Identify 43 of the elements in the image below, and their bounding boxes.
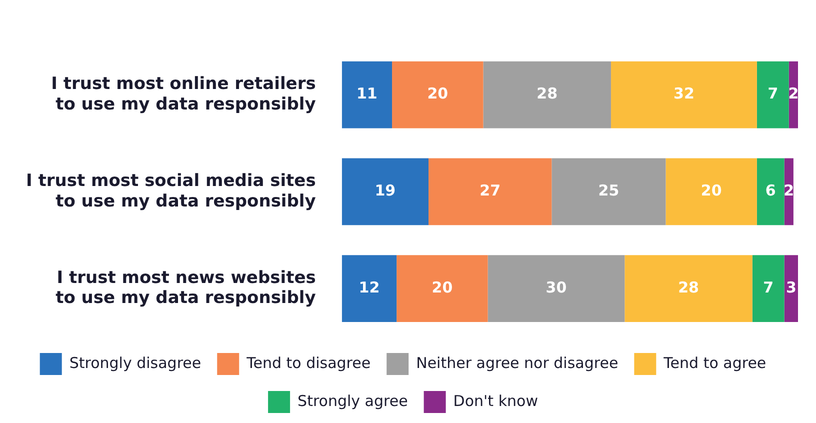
bar (428, 158, 552, 226)
bar (488, 255, 625, 322)
data-label: 32 (674, 84, 694, 103)
data-label: 20 (432, 278, 453, 296)
data-label: 7 (768, 84, 778, 103)
data-label: 19 (374, 182, 396, 200)
y-tick-label: I trust most online retailers to use my data responsibly (51, 74, 316, 114)
bar (392, 61, 484, 128)
bar (483, 61, 611, 128)
bar (756, 158, 784, 226)
legend-label: Strongly agree (298, 392, 408, 410)
legend-label: Don't know (453, 392, 538, 410)
data-label: 28 (536, 84, 558, 103)
y-tick-label: I trust most news websites to use my data responsibly (56, 268, 316, 308)
bar (666, 158, 757, 226)
data-label: 2 (788, 84, 799, 103)
bar (752, 255, 784, 322)
data-label: 7 (763, 278, 774, 296)
data-label: 28 (678, 278, 699, 296)
data-label: 30 (546, 278, 567, 296)
bar (342, 61, 392, 128)
y-tick-label: I trust most social media sites to use my data responsibly (26, 170, 316, 212)
bar (552, 158, 666, 226)
bar (784, 255, 798, 322)
legend-label: Tend to agree (662, 354, 766, 372)
data-label: 25 (598, 182, 620, 200)
bar (342, 255, 397, 322)
legend-label: Neither agree nor disagree (416, 354, 618, 372)
data-label: 20 (700, 182, 722, 200)
bar (624, 255, 752, 322)
legend-label: Tend to disagree (246, 354, 371, 372)
data-label: 11 (356, 84, 378, 103)
bar (756, 61, 789, 128)
data-label: 3 (786, 278, 796, 296)
bar (610, 61, 757, 128)
data-label: 27 (480, 182, 501, 200)
bar (342, 158, 429, 226)
bar (396, 255, 488, 322)
data-label: 2 (784, 182, 794, 200)
data-label: 20 (427, 84, 448, 103)
data-label: 6 (765, 182, 776, 200)
legend-label: Strongly disagree (69, 354, 202, 372)
data-label: 12 (358, 278, 380, 296)
